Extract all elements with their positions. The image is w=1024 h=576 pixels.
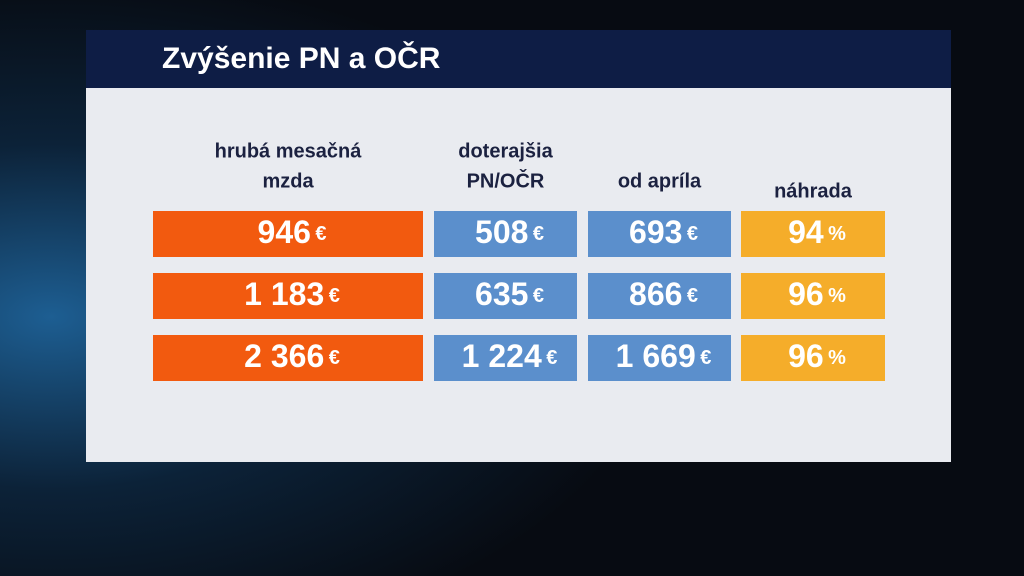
- column-header: PN/OČR: [467, 168, 545, 192]
- cell-value: 1 669: [616, 338, 696, 374]
- cell-text: 96 %: [788, 276, 846, 312]
- cell-text: 96 %: [788, 338, 846, 374]
- column-header: od apríla: [618, 170, 702, 192]
- table-cell: [588, 273, 731, 319]
- title-bar: [86, 30, 951, 88]
- cell-unit: %: [828, 347, 846, 369]
- cell-text: 1 183 €: [244, 276, 340, 312]
- cell-value: 2 366: [244, 338, 324, 374]
- table-cell: [153, 211, 423, 257]
- cell-unit: €: [329, 347, 340, 369]
- cell-text: 2 366 €: [244, 338, 340, 374]
- column-header: mzda: [262, 170, 314, 192]
- cell-unit: €: [329, 285, 340, 307]
- cell-unit: €: [315, 223, 326, 245]
- table-cell: [588, 211, 731, 257]
- cell-value: 946: [258, 214, 311, 250]
- cell-unit: %: [828, 223, 846, 245]
- cell-value: 508: [475, 214, 528, 250]
- table-cell: [153, 273, 423, 319]
- cell-text: 635 €: [475, 276, 544, 312]
- cell-text: 1 224 €: [462, 338, 558, 374]
- cell-unit: €: [533, 223, 544, 245]
- cell-unit: €: [700, 347, 711, 369]
- cell-value: 693: [629, 214, 682, 250]
- cell-unit: €: [687, 285, 698, 307]
- cell-unit: €: [533, 285, 544, 307]
- cell-value: 635: [475, 276, 528, 312]
- cell-unit: €: [546, 347, 557, 369]
- cell-value: 1 183: [244, 276, 324, 312]
- cell-unit: €: [687, 223, 698, 245]
- cell-text: 1 669 €: [616, 338, 712, 374]
- cell-text: 693 €: [629, 214, 698, 250]
- table-cell: [434, 211, 577, 257]
- cell-value: 1 224: [462, 338, 542, 374]
- table-cell: [153, 335, 423, 381]
- column-header: hrubá mesačná: [215, 140, 363, 162]
- table-cell: [741, 211, 885, 257]
- table-cell: [434, 273, 577, 319]
- cell-unit: %: [828, 285, 846, 307]
- table: hrubá mesačná mzda doterajšia PN/OČR od aprí…: [153, 140, 885, 381]
- cell-text: 946 €: [258, 214, 327, 250]
- cell-value: 96: [788, 276, 824, 312]
- cell-value: 866: [629, 276, 682, 312]
- cell-value: 96: [788, 338, 824, 374]
- title: Zvýšenie PN a OČR: [162, 41, 441, 75]
- table-cell: [588, 335, 731, 381]
- column-header: náhrada: [774, 180, 853, 202]
- table-cell: [434, 335, 577, 381]
- table-cell: [741, 273, 885, 319]
- cell-text: 508 €: [475, 214, 544, 250]
- cell-value: 94: [788, 214, 824, 250]
- table-cell: [741, 335, 885, 381]
- column-header: doterajšia: [458, 140, 553, 162]
- cell-text: 866 €: [629, 276, 698, 312]
- cell-text: 94 %: [788, 214, 846, 250]
